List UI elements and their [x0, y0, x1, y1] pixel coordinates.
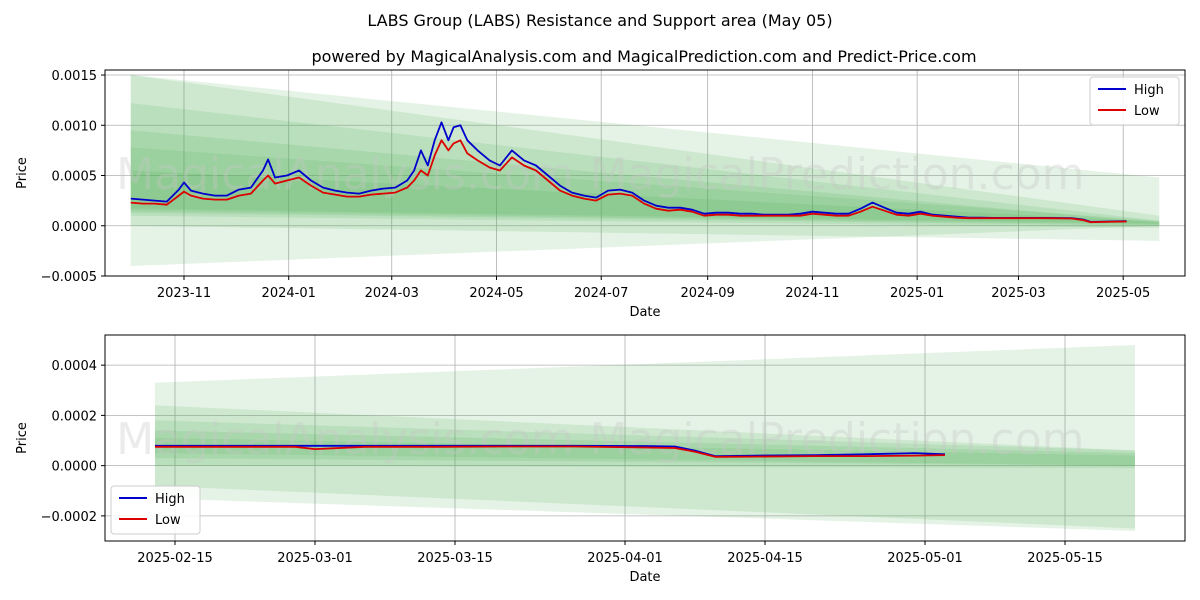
x-tick-label: 2025-03	[991, 286, 1045, 301]
y-tick-label: 0.0002	[52, 409, 98, 424]
legend-label-high: High	[1134, 83, 1164, 98]
series-low-line	[155, 445, 946, 458]
x-tick-label: 2025-04-15	[727, 551, 803, 566]
watermark-text: MagicalPrediction.com	[590, 149, 1085, 200]
band-5	[130, 170, 1160, 224]
y-axis-label: Price	[15, 422, 30, 454]
x-tick-label: 2025-05-01	[887, 551, 963, 566]
series-high-line	[130, 121, 1127, 223]
legend-label-low: Low	[1134, 104, 1160, 119]
x-tick-label: 2025-01	[890, 286, 944, 301]
x-tick-label: 2025-04-01	[587, 551, 663, 566]
y-tick-label: 0.0015	[52, 69, 98, 84]
band-0	[155, 345, 1135, 531]
x-tick-label: 2023-11	[157, 286, 211, 301]
y-tick-label: −0.0002	[41, 510, 97, 525]
chart-subtitle: powered by MagicalAnalysis.com and Magic…	[311, 47, 976, 66]
legend-label-low: Low	[155, 513, 181, 528]
x-axis-label: Date	[629, 570, 660, 585]
legend-label-high: High	[155, 492, 185, 507]
x-tick-label: 2024-03	[365, 286, 419, 301]
legend: High Low	[1089, 76, 1180, 126]
x-tick-label: 2024-05	[469, 286, 523, 301]
series-high-line	[155, 444, 946, 457]
x-tick-label: 2024-07	[574, 286, 628, 301]
y-tick-label: 0.0000	[52, 220, 98, 235]
series-low-line	[130, 139, 1127, 224]
y-tick-label: 0.0005	[52, 170, 98, 185]
x-tick-label: 2025-05	[1096, 286, 1150, 301]
band-0	[130, 75, 1160, 266]
band-2	[130, 103, 1160, 228]
watermark-text: MagicalPrediction.com	[590, 414, 1085, 465]
x-tick-label: 2024-09	[681, 286, 735, 301]
y-axis-label: Price	[15, 157, 30, 189]
band-4	[130, 147, 1160, 225]
y-tick-label: 0.0010	[52, 119, 98, 134]
y-tick-label: 0.0004	[52, 359, 98, 374]
watermark-text: MagicalAnalysis.com	[116, 414, 574, 465]
x-tick-label: 2025-03-15	[417, 551, 493, 566]
chart-title: LABS Group (LABS) Resistance and Support…	[367, 11, 832, 30]
top-panel: MagicalAnalysis.com MagicalPrediction.com…	[15, 69, 1186, 320]
band-3	[130, 130, 1160, 226]
x-axis-label: Date	[629, 305, 660, 320]
legend: High Low	[110, 485, 201, 535]
band-1	[130, 75, 1160, 241]
x-tick-label: 2024-01	[262, 286, 316, 301]
x-tick-label: 2025-03-01	[277, 551, 353, 566]
x-tick-label: 2024-11	[785, 286, 839, 301]
y-tick-label: 0.0000	[52, 460, 98, 475]
axes-frame	[104, 334, 1186, 542]
x-tick-label: 2025-02-15	[137, 551, 213, 566]
bottom-panel: MagicalAnalysis.com MagicalPrediction.com…	[15, 334, 1186, 585]
band-1	[155, 405, 1135, 529]
x-tick-label: 2025-05-15	[1027, 551, 1103, 566]
axes-frame	[104, 69, 1186, 277]
y-tick-label: −0.0005	[41, 270, 97, 285]
